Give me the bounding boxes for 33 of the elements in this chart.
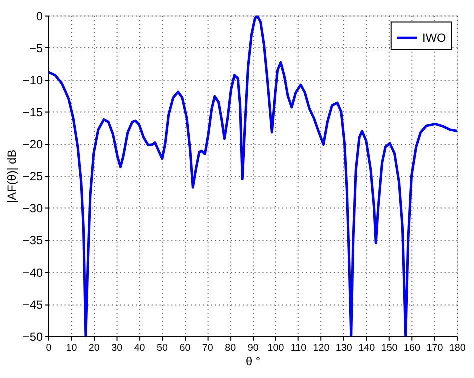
x-tick-label: 70 — [202, 342, 214, 354]
y-tick-label: −15 — [22, 105, 44, 120]
x-tick-label: 100 — [268, 342, 285, 354]
x-axis-title: θ ° — [246, 354, 261, 369]
y-tick-label: −30 — [22, 202, 44, 216]
y-tick-label: −25 — [22, 170, 44, 184]
x-tick-label: 0 — [46, 342, 52, 354]
y-tick-label: −40 — [22, 266, 44, 280]
x-tick-label: 120 — [313, 342, 330, 354]
x-tick-label: 80 — [225, 342, 237, 354]
x-tick-label: 90 — [248, 342, 260, 354]
y-axis-title: |AF(θ)| dB — [4, 150, 19, 204]
x-tick-label: 110 — [290, 342, 308, 354]
x-tick-label: 180 — [449, 342, 466, 354]
y-tick-label: 0 — [36, 9, 44, 24]
x-tick-label: 40 — [134, 342, 146, 354]
x-tick-label: 10 — [66, 342, 78, 354]
x-tick-label: 20 — [88, 342, 100, 354]
x-tick-label: 150 — [381, 342, 398, 354]
x-tick-label: 30 — [112, 342, 124, 354]
x-tick-label: 140 — [358, 342, 376, 354]
x-tick-label: 50 — [157, 342, 169, 354]
y-tick-label: −5 — [30, 41, 44, 56]
y-tick-label: −35 — [22, 234, 44, 248]
x-tick-label: 60 — [180, 342, 192, 354]
x-tick-label: 130 — [336, 342, 353, 354]
y-tick-label: −45 — [22, 298, 44, 312]
x-tick-label: 170 — [426, 342, 444, 354]
y-tick-label: −50 — [22, 330, 44, 344]
legend-label: IWO — [422, 31, 446, 46]
y-tick-label: −20 — [22, 138, 44, 152]
y-tick-label: −10 — [22, 73, 44, 88]
x-tick-label: 160 — [404, 342, 422, 354]
